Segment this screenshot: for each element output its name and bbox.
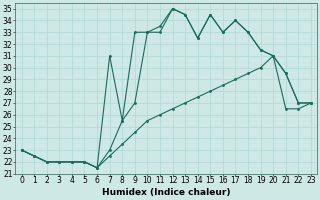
X-axis label: Humidex (Indice chaleur): Humidex (Indice chaleur): [102, 188, 230, 197]
